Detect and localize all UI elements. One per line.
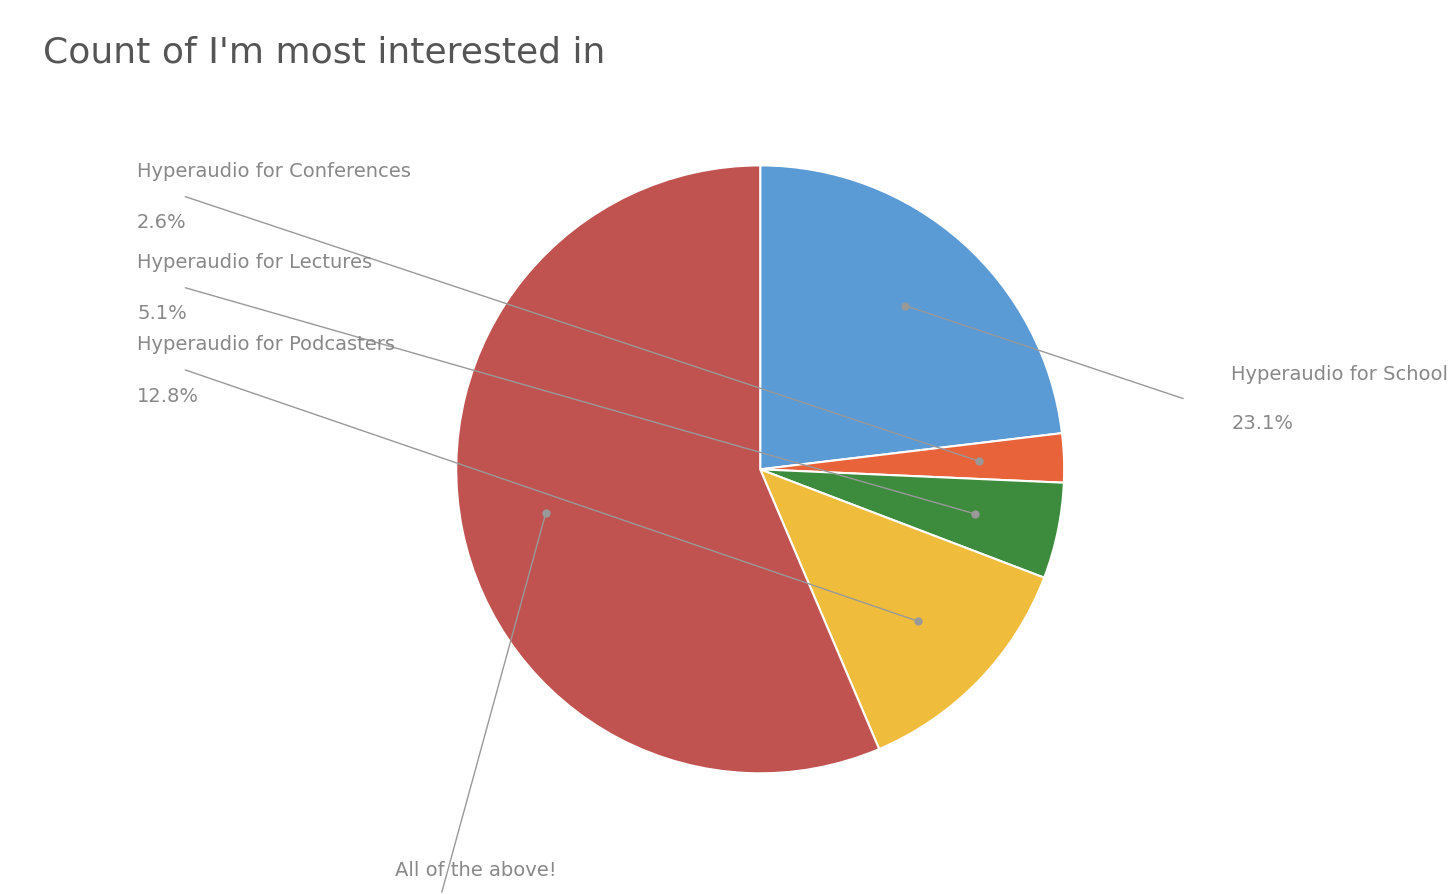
Text: Hyperaudio for Conferences: Hyperaudio for Conferences — [138, 162, 411, 181]
Text: Hyperaudio for Schools: Hyperaudio for Schools — [1231, 366, 1448, 384]
Wedge shape — [760, 469, 1044, 749]
Text: 12.8%: 12.8% — [138, 386, 198, 406]
Text: All of the above!: All of the above! — [395, 861, 557, 880]
Text: 2.6%: 2.6% — [138, 214, 187, 232]
Text: Count of I'm most interested in: Count of I'm most interested in — [43, 36, 605, 70]
Wedge shape — [760, 434, 1064, 483]
Wedge shape — [760, 469, 1064, 578]
Text: 23.1%: 23.1% — [1231, 414, 1293, 433]
Text: Hyperaudio for Lectures: Hyperaudio for Lectures — [138, 253, 372, 272]
Wedge shape — [456, 165, 879, 773]
Wedge shape — [760, 165, 1061, 469]
Text: 5.1%: 5.1% — [138, 305, 187, 324]
Text: Hyperaudio for Podcasters: Hyperaudio for Podcasters — [138, 335, 395, 354]
